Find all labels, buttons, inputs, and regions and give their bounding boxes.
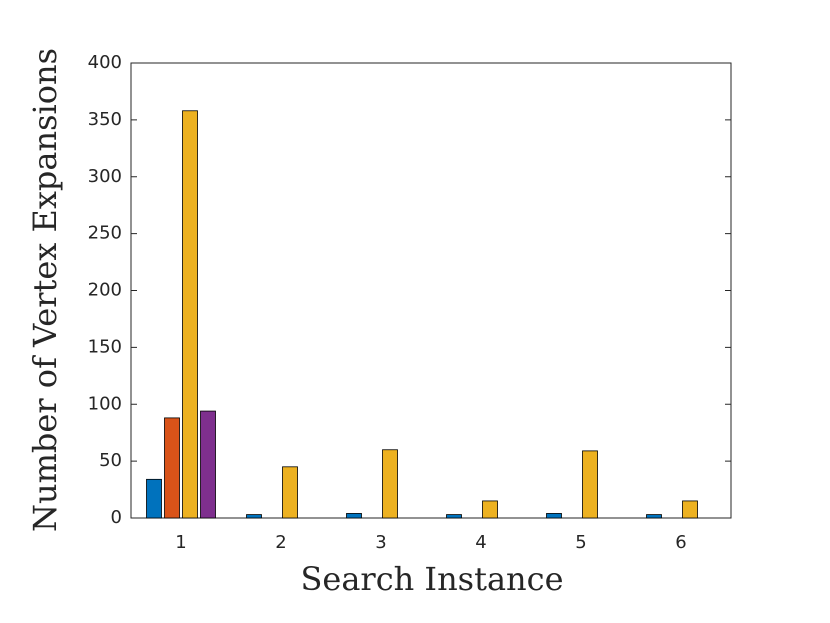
x-tick-label: 3: [375, 532, 386, 553]
x-axis-label: Search Instance: [300, 560, 563, 598]
y-tick-label: 250: [88, 223, 122, 244]
bar: [182, 110, 198, 519]
bar: [200, 410, 216, 519]
bar: [646, 514, 662, 519]
y-tick-label: 50: [99, 450, 122, 471]
y-tick-label: 0: [111, 507, 122, 528]
plot-area: [130, 62, 732, 519]
bar: [164, 417, 180, 519]
bar: [582, 450, 598, 519]
y-tick-label: 150: [88, 336, 122, 357]
y-tick-label: 100: [88, 393, 122, 414]
bar: [482, 500, 498, 519]
y-tick-label: 200: [88, 280, 122, 301]
y-tick-label: 350: [88, 109, 122, 130]
x-tick-label: 5: [575, 532, 586, 553]
x-tick-label: 2: [275, 532, 286, 553]
bar: [246, 514, 262, 519]
bar: [682, 500, 698, 519]
y-axis-label: Number of Vertex Expansions: [26, 48, 64, 532]
bar: [346, 513, 362, 519]
x-tick-label: 4: [475, 532, 486, 553]
x-tick-label: 6: [675, 532, 686, 553]
y-tick-label: 300: [88, 166, 122, 187]
bar: [146, 478, 162, 519]
bar: [282, 466, 298, 519]
bar: [446, 514, 462, 519]
bar: [546, 513, 562, 519]
y-tick-label: 400: [88, 52, 122, 73]
x-tick-label: 1: [175, 532, 186, 553]
bar: [382, 449, 398, 519]
